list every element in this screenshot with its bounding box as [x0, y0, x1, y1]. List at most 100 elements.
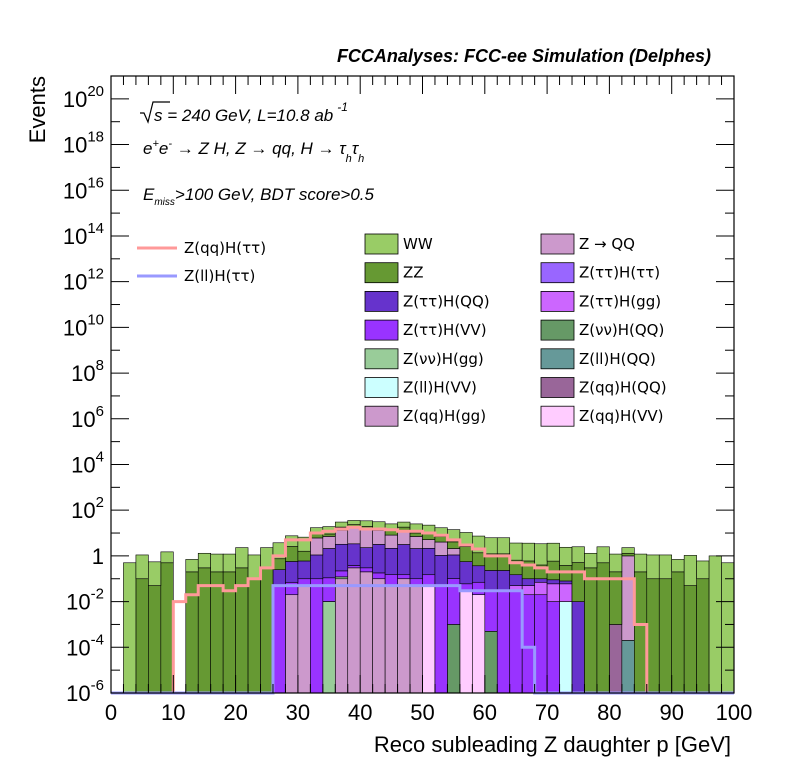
bar — [334, 543, 349, 572]
bar — [210, 553, 224, 573]
y-tick-label: 108 — [71, 357, 104, 386]
bar — [384, 574, 398, 586]
bar — [546, 601, 560, 694]
bar — [521, 594, 535, 694]
x-tick-label: 80 — [597, 700, 621, 725]
bar — [459, 546, 473, 562]
bar — [322, 577, 336, 602]
bar — [310, 533, 324, 539]
bar — [197, 552, 211, 569]
bar — [347, 543, 361, 566]
y-tick-label: 106 — [71, 403, 104, 432]
legend-entry: Z(qq)H(QQ) — [540, 377, 667, 398]
bar — [160, 562, 174, 694]
legend-entry: Z(ττ)H(VV) — [364, 319, 487, 341]
bar — [334, 521, 349, 528]
bar — [235, 547, 249, 569]
legend-label: Z(qq)H(ττ) — [184, 239, 266, 257]
bar — [185, 571, 199, 694]
x-tick-label: 30 — [286, 700, 310, 725]
legend-swatch — [364, 233, 399, 255]
legend-label: Z(ττ)H(VV) — [403, 321, 487, 339]
bar — [334, 570, 349, 578]
bar — [546, 542, 560, 562]
bar — [310, 537, 324, 556]
bar — [148, 585, 162, 694]
legend-label: Z(ττ)H(ττ) — [579, 264, 660, 282]
bar — [472, 552, 486, 567]
bar — [472, 594, 486, 694]
bar — [359, 529, 373, 548]
axis-ticks — [110, 75, 735, 694]
bar — [571, 562, 585, 602]
bar — [409, 548, 423, 580]
bar — [584, 567, 598, 694]
bar — [409, 585, 423, 694]
legend-swatch — [364, 290, 399, 312]
legend: Z(qq)H(ττ) Z(ll)H(ττ) WW ZZ Z(ττ)H(QQ) Z(ττ)H… — [137, 233, 667, 427]
bar — [359, 567, 373, 573]
bar — [347, 520, 361, 525]
bar — [372, 521, 386, 529]
legend-label: Z → QQ — [579, 235, 635, 253]
bar — [534, 594, 548, 694]
bar — [708, 555, 722, 694]
legend-entry: Z(ll)H(ττ) — [137, 267, 255, 285]
bar — [359, 571, 373, 694]
bar — [447, 554, 461, 579]
bar — [322, 533, 336, 537]
legend-swatch — [540, 405, 575, 427]
bar — [621, 552, 635, 557]
bar — [334, 576, 349, 580]
bar — [422, 547, 436, 576]
series-0 — [422, 585, 486, 694]
bar — [272, 569, 286, 586]
legend-swatch — [364, 377, 399, 398]
bar — [247, 578, 261, 694]
bar — [434, 555, 448, 586]
bar — [621, 640, 635, 694]
bar — [447, 548, 461, 556]
y-tick-label: 102 — [71, 494, 104, 523]
series-3 — [559, 601, 573, 694]
legend-entry: Z(qq)H(ττ) — [137, 239, 266, 257]
bar — [609, 624, 623, 694]
bar — [447, 624, 461, 694]
bar — [496, 537, 511, 555]
bar — [534, 578, 548, 583]
series-1 — [285, 567, 423, 694]
y-tick-label: 104 — [71, 448, 104, 477]
y-tick-label: 1016 — [63, 174, 104, 203]
bar — [397, 544, 411, 576]
bar — [322, 601, 336, 694]
bar — [472, 581, 486, 595]
x-tick-label: 60 — [473, 700, 497, 725]
x-axis-title: Reco subleading Z daughter p [GeV] — [374, 732, 731, 757]
svg-text:Emiss>100 GeV, BDT score>0.5: Emiss>100 GeV, BDT score>0.5 — [143, 185, 375, 208]
bar — [484, 570, 498, 591]
bar — [285, 561, 299, 583]
bar — [696, 578, 710, 694]
bar — [646, 554, 660, 580]
legend-swatch — [540, 233, 575, 255]
bar — [559, 583, 573, 602]
legend-entry: Z → QQ — [540, 233, 635, 255]
bar — [459, 590, 473, 694]
energy-lumi-annotation: s = 240 GeV, L=10.8 ab -1 — [140, 100, 348, 125]
legend-entry: Z(ll)H(QQ) — [540, 348, 656, 370]
histogram-bars — [123, 520, 735, 694]
legend-swatch — [540, 348, 575, 370]
bar — [646, 578, 660, 694]
bar — [571, 546, 585, 563]
series-8 — [509, 581, 573, 602]
x-tick-label: 90 — [659, 700, 683, 725]
bar — [621, 547, 635, 554]
legend-entry: Z(ττ)H(ττ) — [540, 262, 660, 284]
y-tick-label: 10-2 — [66, 586, 104, 615]
bar — [372, 572, 386, 580]
bar — [359, 520, 373, 527]
legend-label: Z(νν)H(gg) — [403, 350, 484, 368]
bar — [521, 585, 535, 596]
x-tick-label: 50 — [410, 700, 434, 725]
